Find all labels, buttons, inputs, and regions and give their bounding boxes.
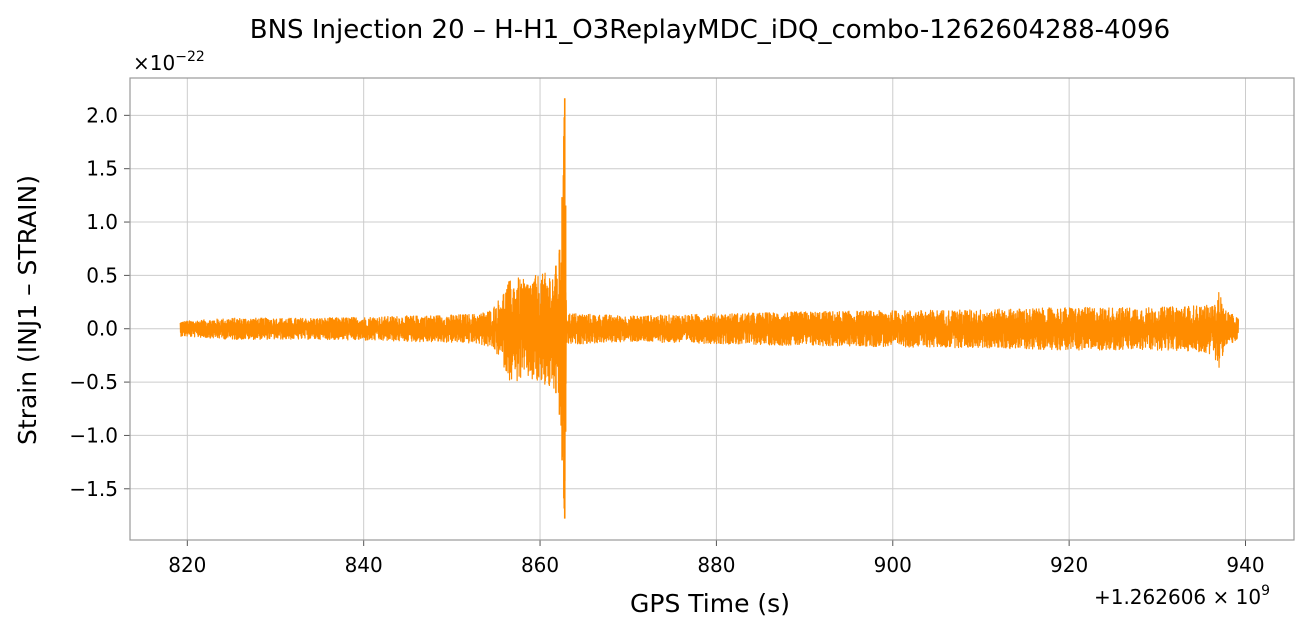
x-tick-label: 880: [697, 553, 735, 577]
x-offset-exponent: 9: [1261, 583, 1270, 599]
x-offset-label: +1.262606 × 109: [1094, 583, 1270, 609]
x-offset-base: +1.262606 × 10: [1094, 585, 1261, 609]
y-scale-label: ×10−22: [133, 49, 205, 75]
y-ticks: 2.0 1.5 1.0 0.5 0.0 −0.5 −1.0 −1.5: [69, 103, 130, 501]
y-scale-base: ×10: [133, 51, 175, 75]
y-tick-label: 0.0: [86, 317, 118, 341]
y-axis-label: Strain (INJ1 – STRAIN): [13, 175, 42, 445]
x-tick-label: 920: [1050, 553, 1088, 577]
y-tick-label: 0.5: [86, 263, 118, 287]
y-tick-label: 1.5: [86, 157, 118, 181]
y-tick-label: 1.0: [86, 210, 118, 234]
y-tick-label: −1.0: [69, 423, 118, 447]
x-tick-label: 940: [1226, 553, 1264, 577]
x-tick-label: 840: [345, 553, 383, 577]
y-scale-exponent: −22: [175, 49, 205, 65]
plot-area: [179, 98, 1240, 519]
y-tick-label: 2.0: [86, 103, 118, 127]
chart-title: BNS Injection 20 – H-H1_O3ReplayMDC_iDQ_…: [250, 15, 1170, 45]
strain-series-line: [179, 100, 1240, 482]
x-tick-label: 820: [168, 553, 206, 577]
x-tick-label: 860: [521, 553, 559, 577]
y-tick-label: −1.5: [69, 477, 118, 501]
x-axis-label: GPS Time (s): [630, 589, 790, 618]
y-tick-label: −0.5: [69, 370, 118, 394]
x-ticks: 820 840 860 880 900 920 940: [168, 540, 1265, 577]
plot-frame: [129, 77, 1295, 541]
x-tick-label: 900: [874, 553, 912, 577]
